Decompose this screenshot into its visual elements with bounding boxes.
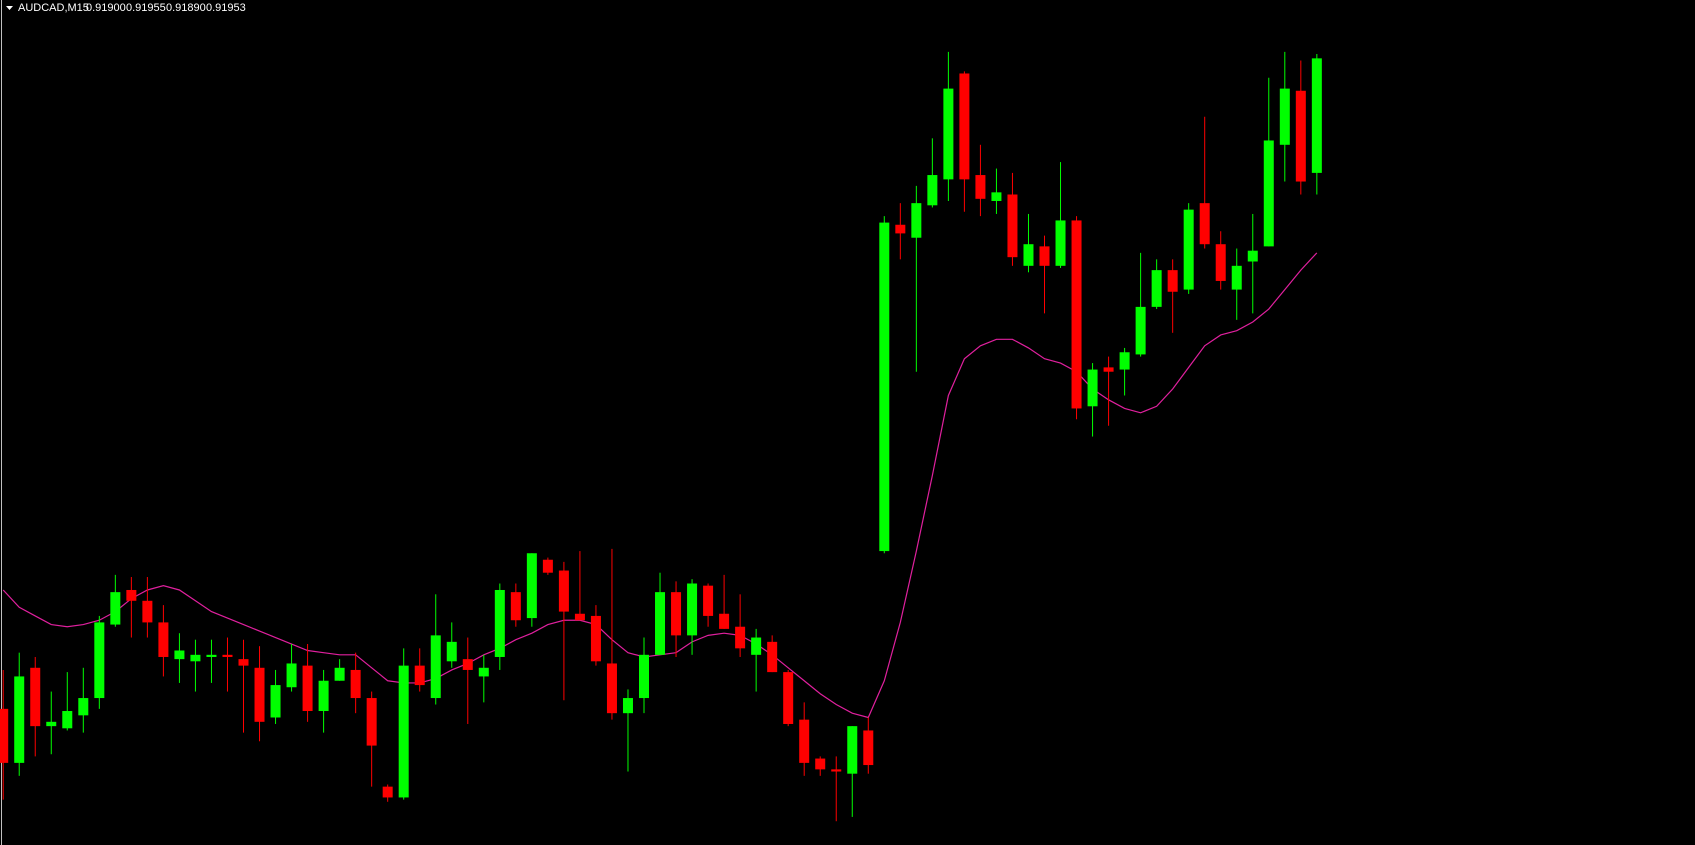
candle-body xyxy=(767,641,778,673)
candle-body xyxy=(430,635,441,699)
candle-body xyxy=(847,726,858,774)
candle-body xyxy=(1071,220,1082,409)
ohlc-high: 0.91955 xyxy=(126,2,166,14)
candle-body xyxy=(959,73,970,180)
candle-body xyxy=(206,654,217,657)
candle-body xyxy=(510,592,521,621)
candle-body xyxy=(1247,250,1258,262)
candle-body xyxy=(94,622,105,699)
candle-body xyxy=(446,641,457,662)
candle-body xyxy=(270,685,281,718)
candle-body xyxy=(1199,203,1210,245)
candle-body xyxy=(1135,306,1146,355)
candle-body xyxy=(1215,244,1226,281)
candle-body xyxy=(1231,265,1242,290)
candle-body xyxy=(1023,244,1034,266)
candle-body xyxy=(494,589,505,657)
candle-body xyxy=(1151,270,1162,307)
candle-body xyxy=(1103,367,1114,372)
candle-body xyxy=(927,175,938,206)
candle-body xyxy=(831,769,842,772)
candle-body xyxy=(687,583,698,636)
candle-body xyxy=(78,698,89,716)
candle-body xyxy=(414,665,425,686)
candle-body xyxy=(318,680,329,712)
candle-body xyxy=(46,721,57,727)
candle-body xyxy=(238,659,249,666)
ohlc-open: 0.91900 xyxy=(86,2,126,14)
candle-body xyxy=(398,665,409,798)
candle-body xyxy=(366,698,377,746)
candle-body xyxy=(606,663,617,714)
candle-body xyxy=(302,665,313,712)
candle-body xyxy=(815,758,826,770)
candle-body xyxy=(1039,246,1050,266)
candle-body xyxy=(382,786,393,798)
candle-body xyxy=(110,592,121,625)
candle-body xyxy=(671,592,682,636)
candle-body xyxy=(1007,194,1018,258)
candle-body xyxy=(558,570,569,612)
candle-body xyxy=(126,589,137,601)
candle-body xyxy=(863,730,874,766)
candle-body xyxy=(574,613,585,621)
candle-body xyxy=(735,626,746,649)
candle-body xyxy=(350,669,361,699)
candle-body xyxy=(719,613,730,629)
candle-body xyxy=(1263,140,1274,247)
candle-body xyxy=(462,659,473,670)
candle-body xyxy=(975,175,986,199)
candle-body xyxy=(158,622,169,657)
candle-body xyxy=(1295,90,1306,182)
candle-body xyxy=(799,719,810,763)
candle-body xyxy=(1167,270,1178,292)
candle-body xyxy=(222,654,233,657)
candle-body xyxy=(895,224,906,234)
candle-body xyxy=(639,654,649,699)
candle-body xyxy=(1119,352,1130,370)
candle-body xyxy=(62,711,73,729)
candle-body xyxy=(879,222,890,552)
candle-body xyxy=(590,615,601,662)
dropdown-arrow[interactable] xyxy=(6,6,13,10)
candle-body xyxy=(174,650,185,660)
candle-body xyxy=(526,553,537,619)
candle-body xyxy=(622,698,633,714)
candle-body xyxy=(190,654,201,662)
candle-body xyxy=(1183,209,1194,290)
candle-body xyxy=(943,88,954,180)
candle-body xyxy=(254,667,265,722)
candle-body xyxy=(911,203,922,238)
candle-body xyxy=(1279,88,1290,145)
candle-body xyxy=(703,585,714,616)
candle-body xyxy=(783,672,794,724)
candle-body xyxy=(334,667,345,681)
candle-body xyxy=(751,637,762,655)
chart-title: AUDCAD,M15 xyxy=(18,2,89,14)
ohlc-low: 0.91890 xyxy=(166,2,206,14)
candle-body xyxy=(542,559,553,573)
candle-body xyxy=(14,676,25,763)
candle-body xyxy=(30,667,41,727)
candle-body xyxy=(1311,58,1322,173)
candle-body xyxy=(142,600,153,623)
candle-body xyxy=(991,192,1002,201)
ohlc-close: 0.91953 xyxy=(206,2,246,14)
candle-body xyxy=(1055,220,1066,266)
candle-body xyxy=(1087,369,1098,407)
candle-body xyxy=(478,667,489,677)
candle-body xyxy=(0,708,9,763)
candle-body xyxy=(286,663,297,688)
candle-body xyxy=(655,592,666,655)
